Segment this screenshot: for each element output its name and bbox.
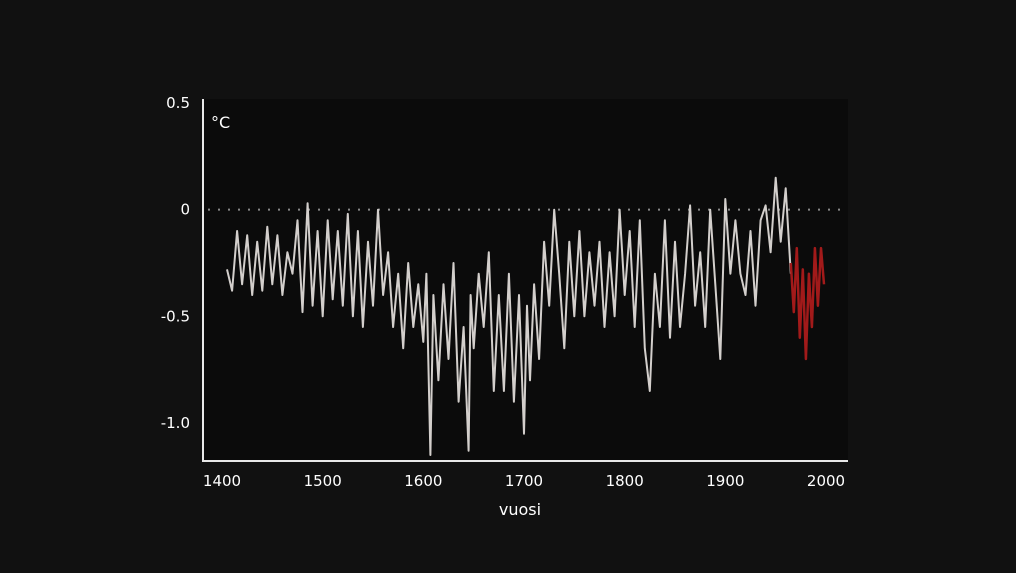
x-tick-label: 1600 bbox=[404, 472, 442, 490]
y-tick-label: 0 bbox=[180, 201, 190, 219]
y-tick-label: -1.0 bbox=[161, 414, 190, 432]
x-axis-title: vuosi bbox=[499, 500, 541, 519]
x-tick-labels: 1400 1500 1600 1700 1800 1900 2000 bbox=[203, 472, 845, 490]
x-tick-label: 1400 bbox=[203, 472, 241, 490]
series-layer bbox=[226, 176, 826, 456]
series-line-reconstruction bbox=[226, 176, 792, 456]
x-tick-label: 2000 bbox=[807, 472, 845, 490]
y-tick-labels: 0.5 0 -0.5 -1.0 bbox=[161, 94, 190, 432]
series-line-recent bbox=[789, 246, 826, 361]
y-tick-label: 0.5 bbox=[166, 94, 190, 112]
x-tick-label: 1500 bbox=[304, 472, 342, 490]
x-tick-label: 1700 bbox=[505, 472, 543, 490]
x-tick-label: 1800 bbox=[606, 472, 644, 490]
y-axis-title: °C bbox=[211, 113, 230, 132]
y-tick-label: -0.5 bbox=[161, 307, 190, 325]
x-tick-label: 1900 bbox=[706, 472, 744, 490]
